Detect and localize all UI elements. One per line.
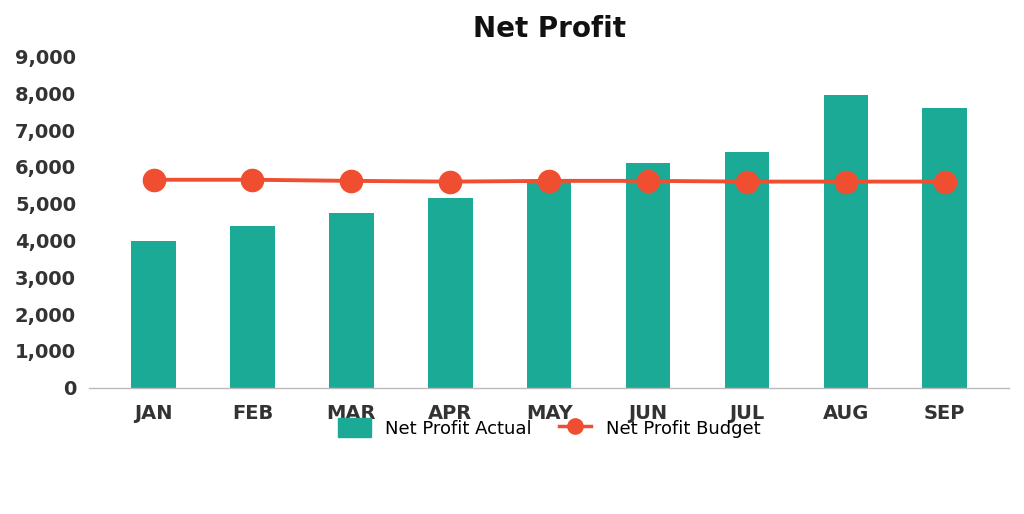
- Bar: [823, 95, 868, 388]
- Bar: [923, 108, 967, 388]
- Bar: [131, 241, 176, 388]
- Title: Net Profit: Net Profit: [473, 15, 626, 43]
- Bar: [725, 152, 769, 388]
- Bar: [329, 213, 374, 388]
- Bar: [428, 198, 472, 388]
- Bar: [527, 180, 571, 388]
- Bar: [626, 163, 671, 388]
- Legend: Net Profit Actual, Net Profit Budget: Net Profit Actual, Net Profit Budget: [331, 411, 768, 445]
- Bar: [230, 226, 274, 388]
